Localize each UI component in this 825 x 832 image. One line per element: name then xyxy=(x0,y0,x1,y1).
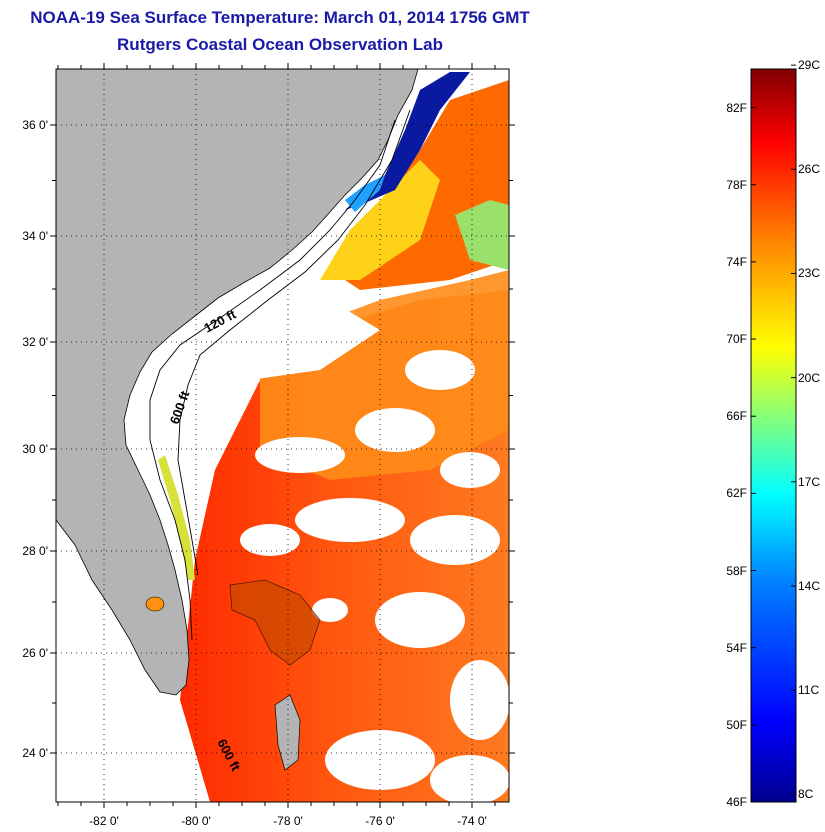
green-patch xyxy=(455,200,509,270)
colorbar-celsius-label: 29C xyxy=(798,58,821,73)
colorbar xyxy=(750,68,797,803)
lat-tick-label: 28 0' xyxy=(22,544,48,558)
colorbar-fahrenheit-label: 78F xyxy=(726,177,747,192)
colorbar-fahrenheit-label: 50F xyxy=(726,717,747,732)
map-border xyxy=(55,68,510,803)
colorbar-celsius-label: 14C xyxy=(798,578,821,593)
isobath-600ft xyxy=(177,109,411,576)
colorbar-celsius-label: 11C xyxy=(798,683,820,698)
lon-tick-label: -82 0' xyxy=(89,814,119,828)
lat-tick-label: 26 0' xyxy=(22,646,48,660)
colorbar-fahrenheit-label: 46F xyxy=(726,795,747,809)
colorbar-fahrenheit-label: 70F xyxy=(726,332,747,347)
lat-tick-label: 30 0' xyxy=(22,442,48,456)
florida-coastal-strip xyxy=(158,455,195,580)
cloud-cover xyxy=(180,300,509,802)
cold-coastal-cyan xyxy=(345,175,385,212)
colorbar-fahrenheit-label: 58F xyxy=(726,563,747,578)
lat-tick-label: 32 0' xyxy=(22,335,48,349)
map-subtitle: Rutgers Coastal Ocean Observation Lab xyxy=(117,35,443,54)
lat-tick-label: 34 0' xyxy=(22,229,48,243)
colorbar-fahrenheit-label: 82F xyxy=(726,100,747,115)
andros-island xyxy=(274,694,301,771)
bahamas-banks xyxy=(229,579,321,666)
map-title: NOAA-19 Sea Surface Temperature: March 0… xyxy=(30,8,530,27)
lat-tick-label: 24 0' xyxy=(22,746,48,760)
colorbar-celsius-label: 8C xyxy=(798,787,814,802)
colorbar-celsius-label: 20C xyxy=(798,370,821,385)
colorbar-fahrenheit-label: 66F xyxy=(726,409,747,424)
isobath-120ft xyxy=(149,119,396,641)
lon-tick-label: -74 0' xyxy=(457,814,487,828)
graticule: 24 0' 26 0' 28 0' 30 0' 32 0' 34 0' 36 0' -82 0… xyxy=(22,63,515,828)
colorbar-celsius-label: 23C xyxy=(798,266,821,281)
land-southeast-us xyxy=(56,69,419,696)
colorbar-ticks xyxy=(751,64,796,803)
cold-coastal-water xyxy=(345,72,470,210)
lon-tick-label: -76 0' xyxy=(365,814,395,828)
colorbar-celsius-label: 26C xyxy=(798,162,821,177)
colorbar-fahrenheit-label: 74F xyxy=(726,254,747,269)
lon-tick-label: -80 0' xyxy=(181,814,211,828)
lon-tick-label: -78 0' xyxy=(273,814,303,828)
colorbar-fahrenheit-label: 54F xyxy=(726,640,747,655)
lat-tick-label: 36 0' xyxy=(22,118,48,132)
colorbar-fahrenheit-label: 62F xyxy=(726,486,747,501)
lake-okeechobee xyxy=(145,596,165,612)
colorbar-celsius-label: 17C xyxy=(798,474,821,489)
